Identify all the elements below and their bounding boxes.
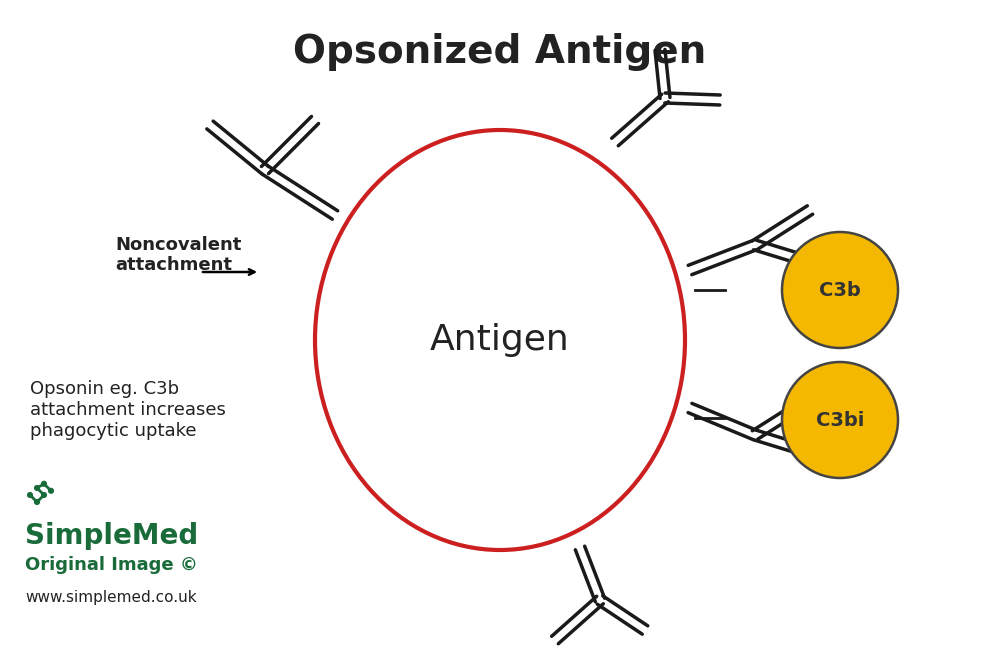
Circle shape — [48, 488, 54, 494]
Circle shape — [41, 492, 47, 498]
Circle shape — [27, 492, 33, 498]
Text: SimpleMed: SimpleMed — [25, 522, 198, 550]
Circle shape — [34, 499, 40, 505]
Text: Opsonized Antigen: Opsonized Antigen — [293, 33, 707, 71]
Circle shape — [41, 481, 47, 487]
Text: Opsonin eg. C3b
attachment increases
phagocytic uptake: Opsonin eg. C3b attachment increases pha… — [30, 380, 226, 439]
Text: Noncovalent
attachment: Noncovalent attachment — [115, 236, 241, 274]
Text: Original Image ©: Original Image © — [25, 556, 198, 574]
Text: C3bi: C3bi — [816, 410, 864, 430]
Circle shape — [782, 232, 898, 348]
Circle shape — [782, 362, 898, 478]
Text: C3b: C3b — [819, 281, 861, 299]
Text: Antigen: Antigen — [430, 323, 570, 357]
Circle shape — [34, 485, 40, 491]
Text: www.simplemed.co.uk: www.simplemed.co.uk — [25, 590, 197, 605]
